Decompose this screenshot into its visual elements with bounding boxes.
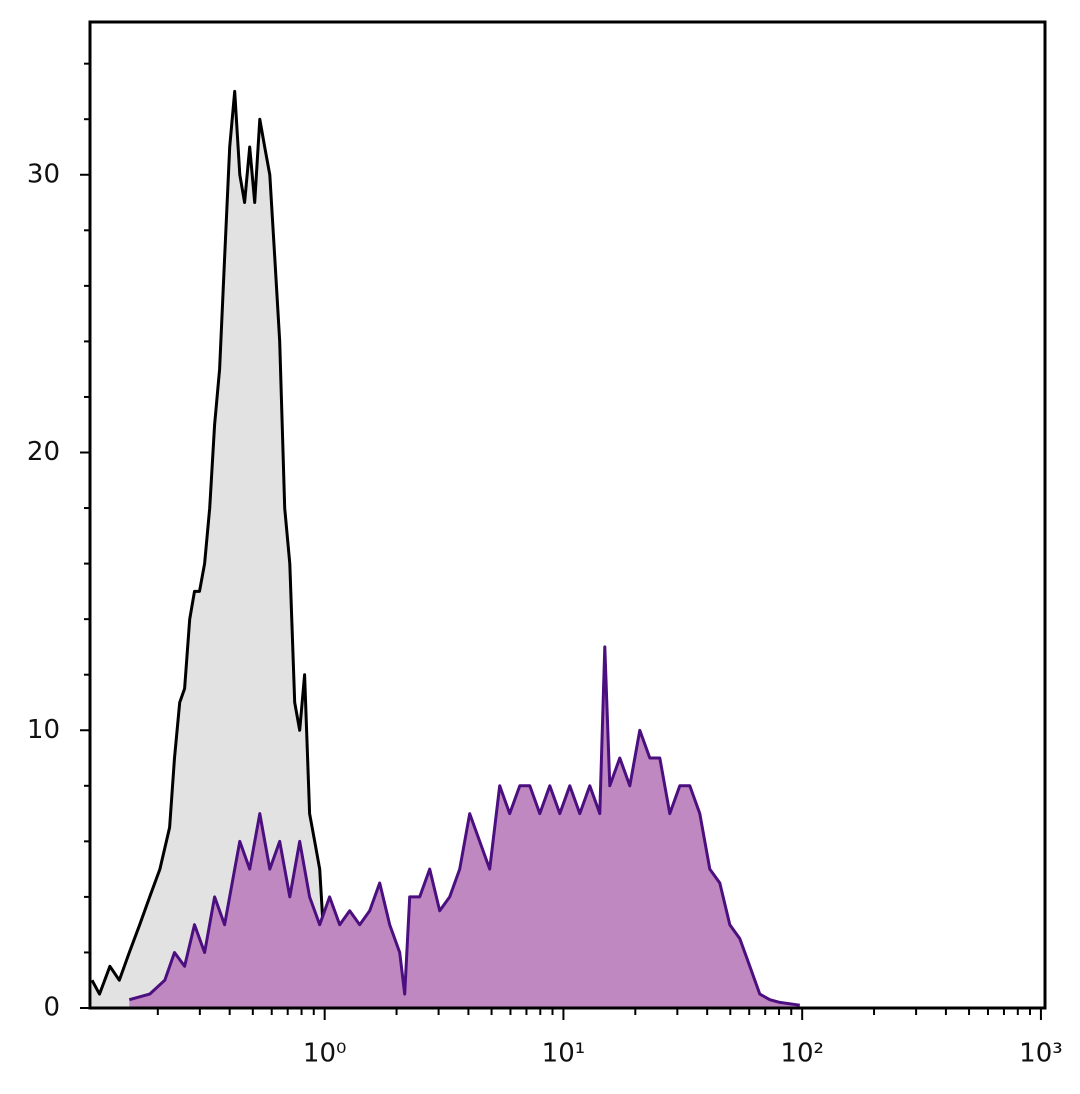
x-tick-label: 10¹ xyxy=(542,1039,586,1069)
x-tick-label: 10³ xyxy=(1019,1039,1063,1069)
plot-frame xyxy=(88,20,1047,1010)
x-tick-label: 10⁰ xyxy=(303,1039,347,1069)
histogram-line xyxy=(128,645,801,1007)
y-tick-label: 30 xyxy=(27,159,60,189)
y-tick-label: 0 xyxy=(43,993,60,1023)
histogram-area xyxy=(129,646,800,1008)
y-tick-label: 10 xyxy=(27,715,60,745)
x-tick-label: 10² xyxy=(780,1039,824,1069)
y-tick-label: 20 xyxy=(27,437,60,467)
histogram-line xyxy=(90,89,341,1001)
